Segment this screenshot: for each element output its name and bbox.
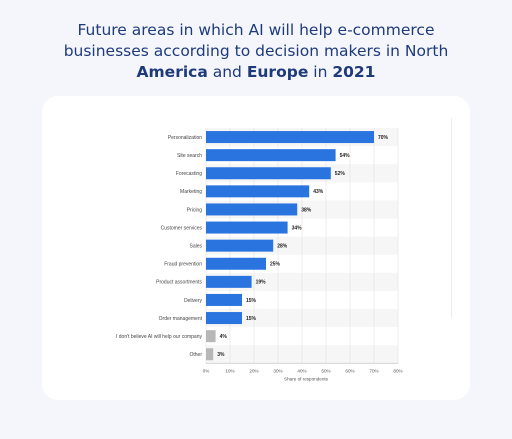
title-line-2: businesses according to decision makers … — [63, 42, 449, 60]
x-tick-label: 60% — [345, 368, 354, 373]
title-year: 2021 — [332, 63, 376, 81]
bar — [206, 348, 214, 361]
value-label: 19% — [256, 280, 267, 286]
category-label: Delivery — [184, 298, 203, 304]
value-label: 52% — [335, 171, 346, 177]
x-tick-label: 50% — [321, 368, 330, 373]
bar — [206, 203, 298, 216]
bar — [206, 149, 336, 162]
bar — [206, 330, 216, 343]
x-tick-label: 80% — [393, 368, 402, 373]
bar — [206, 312, 242, 325]
bar — [206, 239, 274, 252]
x-tick-label: 70% — [369, 368, 378, 373]
bar — [206, 185, 310, 198]
bar — [206, 293, 242, 306]
value-label: 15% — [246, 298, 257, 304]
category-label: Fraud prevention — [164, 262, 202, 268]
scroll-track — [451, 118, 452, 318]
value-label: 43% — [313, 189, 324, 195]
bar-chart: Personalization 70% Site search 54% Forecast… — [116, 128, 403, 381]
x-tick-label: 10% — [225, 368, 234, 373]
bar — [206, 167, 331, 180]
category-label: Site search — [177, 153, 202, 159]
title-region-europe: Europe — [246, 63, 309, 81]
title-region-america: America — [136, 63, 208, 81]
category-label: Marketing — [180, 189, 202, 195]
x-tick-label: 40% — [297, 368, 306, 373]
chart-card: Personalization 70% Site search 54% Forecast… — [42, 96, 470, 400]
value-label: 4% — [220, 334, 228, 340]
category-label: Sales — [189, 243, 202, 249]
category-label: Pricing — [187, 207, 203, 213]
category-label: I don't believe AI will help our company — [116, 334, 203, 340]
value-label: 28% — [277, 243, 288, 249]
chart-title: Future areas in which AI will help e-com… — [0, 20, 512, 83]
bar — [206, 275, 252, 288]
x-tick-label: 30% — [273, 368, 282, 373]
value-label: 70% — [378, 135, 389, 141]
category-label: Product assortments — [156, 280, 202, 286]
x-tick-label: 20% — [249, 368, 258, 373]
value-label: 38% — [301, 207, 312, 213]
title-and: and — [207, 63, 247, 81]
bar — [206, 257, 266, 270]
value-label: 54% — [340, 153, 351, 159]
value-label: 34% — [292, 225, 303, 231]
category-label: Order management — [159, 316, 203, 322]
category-label: Customer services — [161, 225, 203, 231]
category-label: Personalization — [168, 135, 202, 141]
category-label: Other — [189, 352, 202, 358]
title-line-1: Future areas in which AI will help e-com… — [77, 21, 435, 39]
value-label: 25% — [270, 262, 281, 268]
value-label: 3% — [217, 352, 225, 358]
bar — [206, 221, 288, 234]
value-label: 15% — [246, 316, 257, 322]
category-label: Forecasting — [176, 171, 202, 177]
x-tick-label: 0% — [203, 368, 210, 373]
x-axis-title: Share of respondents — [284, 376, 329, 381]
title-line-3: America and Europe in 2021 — [0, 62, 512, 83]
bar — [206, 131, 374, 144]
title-in: in — [308, 63, 333, 81]
